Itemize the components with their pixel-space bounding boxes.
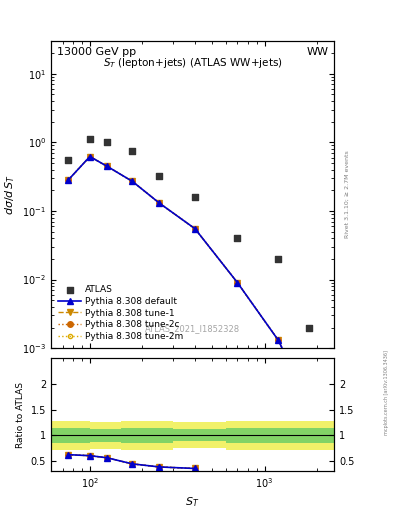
ATLAS: [104, 138, 110, 146]
Pythia 8.308 tune-2c: [307, 401, 312, 408]
Pythia 8.308 tune-2c: [88, 154, 92, 160]
Pythia 8.308 tune-2m: [307, 401, 312, 408]
Pythia 8.308 tune-2c: [105, 163, 109, 169]
Y-axis label: $d\sigma/d\,S_T$: $d\sigma/d\,S_T$: [3, 174, 17, 215]
Line: Pythia 8.308 tune-2m: Pythia 8.308 tune-2m: [66, 155, 311, 407]
Pythia 8.308 tune-2m: [66, 177, 70, 183]
Pythia 8.308 tune-1: [157, 200, 162, 206]
Pythia 8.308 default: [157, 200, 162, 206]
ATLAS: [234, 234, 241, 242]
Pythia 8.308 tune-2c: [66, 177, 70, 183]
ATLAS: [65, 156, 71, 164]
Pythia 8.308 tune-2c: [193, 226, 197, 232]
Pythia 8.308 tune-2c: [276, 337, 281, 344]
Pythia 8.308 tune-1: [66, 177, 70, 183]
Y-axis label: Ratio to ATLAS: Ratio to ATLAS: [16, 382, 25, 447]
Pythia 8.308 default: [130, 178, 135, 184]
Text: ATLAS_2021_I1852328: ATLAS_2021_I1852328: [145, 324, 240, 333]
Pythia 8.308 tune-2m: [157, 200, 162, 206]
Pythia 8.308 tune-2m: [235, 280, 240, 286]
Pythia 8.308 tune-1: [276, 337, 281, 344]
Pythia 8.308 tune-2m: [88, 154, 92, 160]
Text: $S_T$ (lepton+jets) (ATLAS WW+jets): $S_T$ (lepton+jets) (ATLAS WW+jets): [103, 56, 282, 70]
Pythia 8.308 tune-1: [193, 226, 197, 232]
ATLAS: [129, 147, 136, 155]
Pythia 8.308 tune-1: [88, 154, 92, 160]
Pythia 8.308 default: [88, 154, 92, 160]
ATLAS: [192, 193, 198, 201]
Text: WW: WW: [307, 47, 329, 57]
Pythia 8.308 tune-2m: [276, 337, 281, 344]
Pythia 8.308 tune-1: [235, 280, 240, 286]
Pythia 8.308 tune-2m: [130, 178, 135, 184]
Pythia 8.308 default: [105, 163, 109, 169]
Pythia 8.308 tune-2c: [235, 280, 240, 286]
Y-axis label: Rivet 3.1.10; ≥ 2.7M events: Rivet 3.1.10; ≥ 2.7M events: [344, 151, 349, 239]
ATLAS: [87, 135, 93, 143]
ATLAS: [306, 324, 312, 332]
Pythia 8.308 default: [307, 401, 312, 408]
Pythia 8.308 tune-1: [105, 163, 109, 169]
Pythia 8.308 tune-2c: [157, 200, 162, 206]
Text: mcplots.cern.ch [arXiv:1306.3436]: mcplots.cern.ch [arXiv:1306.3436]: [384, 350, 389, 435]
ATLAS: [275, 255, 281, 263]
ATLAS: [156, 172, 162, 180]
Line: Pythia 8.308 tune-1: Pythia 8.308 tune-1: [65, 154, 312, 408]
Pythia 8.308 tune-1: [307, 401, 312, 408]
Pythia 8.308 tune-2m: [193, 226, 197, 232]
Pythia 8.308 tune-2c: [130, 178, 135, 184]
Pythia 8.308 tune-2m: [105, 163, 109, 169]
Line: Pythia 8.308 tune-2c: Pythia 8.308 tune-2c: [65, 154, 312, 408]
Pythia 8.308 default: [66, 177, 70, 183]
X-axis label: $S_T$: $S_T$: [185, 495, 200, 509]
Pythia 8.308 default: [235, 280, 240, 286]
Legend: ATLAS, Pythia 8.308 default, Pythia 8.308 tune-1, Pythia 8.308 tune-2c, Pythia 8: ATLAS, Pythia 8.308 default, Pythia 8.30…: [55, 283, 186, 344]
Pythia 8.308 tune-1: [130, 178, 135, 184]
Text: 13000 GeV pp: 13000 GeV pp: [57, 47, 136, 57]
Line: Pythia 8.308 default: Pythia 8.308 default: [65, 154, 312, 408]
Pythia 8.308 default: [193, 226, 197, 232]
Pythia 8.308 default: [276, 337, 281, 344]
